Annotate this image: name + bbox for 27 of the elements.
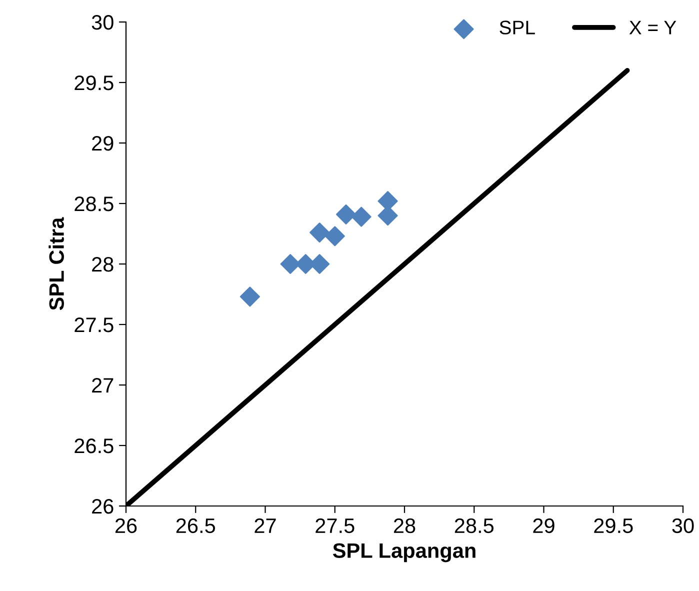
x-tick-label: 30 (672, 518, 694, 534)
x-axis-title: SPL Lapangan (332, 543, 476, 562)
legend-label: X = Y (629, 20, 676, 34)
point (324, 226, 345, 246)
x-tick-label: 28 (394, 518, 416, 534)
x-tick-label: 26 (115, 518, 137, 534)
x-tick-label: 29 (533, 518, 554, 534)
y-tick-label: 29 (92, 136, 114, 151)
point (336, 204, 356, 224)
legend-label: SPL (500, 20, 535, 34)
y-axis-title: SPL Citra (48, 217, 64, 310)
x-tick-label: 29.5 (594, 518, 633, 534)
x-tick-label: 27 (254, 518, 276, 533)
y-tick-label: 26.5 (74, 438, 114, 454)
x-tick-label: 27.5 (316, 518, 354, 534)
x-tick-label: 26.5 (176, 518, 216, 534)
y-tick-label: 29.5 (74, 76, 114, 90)
y-tick-label: 27 (92, 378, 114, 393)
x-tick-label: 28.5 (454, 518, 494, 534)
y-tick-label: 27.5 (74, 318, 114, 332)
point (351, 206, 372, 227)
y-tick-label: 30 (92, 15, 114, 30)
y-tick-label: 26 (92, 499, 114, 514)
y-tick-label: 28.5 (74, 196, 114, 212)
y-tick-label: 28 (92, 257, 114, 272)
point (240, 286, 260, 307)
point (310, 222, 330, 243)
